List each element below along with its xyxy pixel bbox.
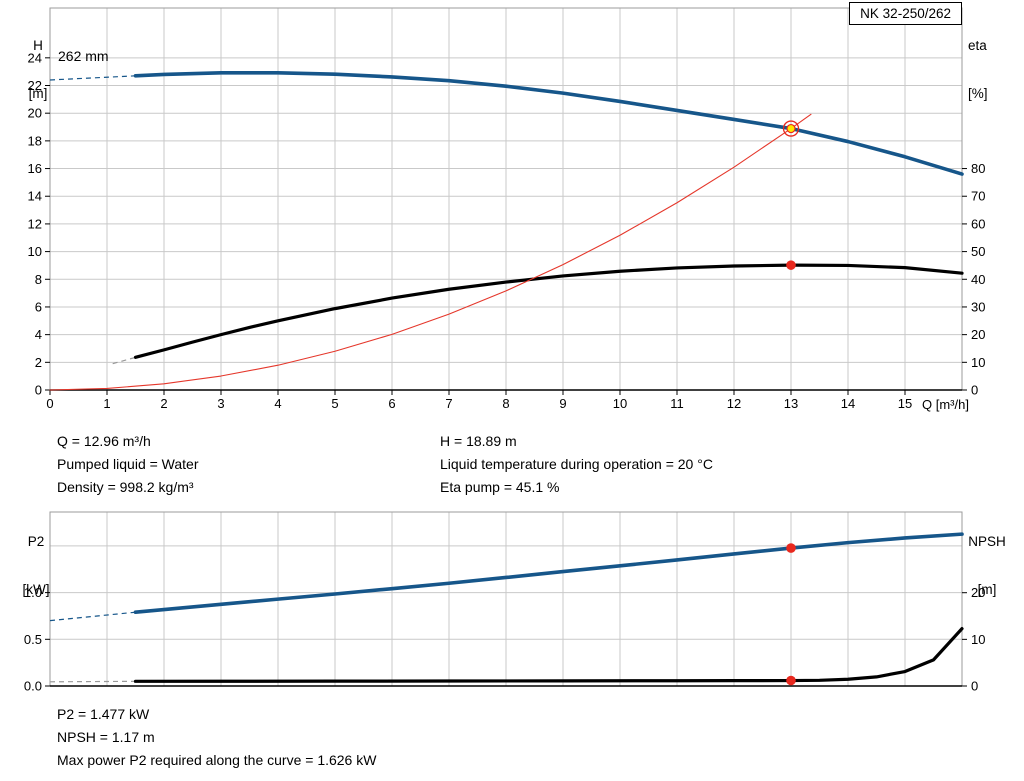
svg-text:3: 3 bbox=[217, 396, 224, 411]
svg-text:9: 9 bbox=[559, 396, 566, 411]
eta-axis-title: eta [%] bbox=[968, 6, 988, 134]
svg-text:22: 22 bbox=[28, 78, 42, 93]
svg-text:14: 14 bbox=[841, 396, 855, 411]
svg-text:30: 30 bbox=[971, 299, 985, 314]
svg-text:15: 15 bbox=[898, 396, 912, 411]
svg-text:7: 7 bbox=[445, 396, 452, 411]
svg-text:24: 24 bbox=[28, 50, 42, 65]
svg-text:14: 14 bbox=[28, 189, 42, 204]
flow-value: Q = 12.96 m³/h bbox=[57, 433, 151, 449]
head-value: H = 18.89 m bbox=[440, 433, 517, 449]
qh-efficiency-chart: 0 1 2 3 4 5 6 7 8 9 10 11 12 13 14 15024681012141618202… bbox=[28, 7, 985, 411]
h-axis-title: H [m] bbox=[20, 6, 56, 134]
svg-text:10: 10 bbox=[971, 632, 985, 647]
eta-pump-value: Eta pump = 45.1 % bbox=[440, 479, 560, 495]
svg-text:2: 2 bbox=[160, 396, 167, 411]
svg-text:60: 60 bbox=[971, 216, 985, 231]
svg-text:20: 20 bbox=[971, 585, 985, 600]
svg-text:4: 4 bbox=[274, 396, 281, 411]
operating-info-left: Q = 12.96 m³/h Pumped liquid = Water Den… bbox=[57, 430, 199, 499]
svg-text:5: 5 bbox=[331, 396, 338, 411]
svg-text:10: 10 bbox=[613, 396, 627, 411]
svg-text:13: 13 bbox=[784, 396, 798, 411]
svg-text:80: 80 bbox=[971, 161, 985, 176]
svg-text:50: 50 bbox=[971, 244, 985, 259]
svg-text:0: 0 bbox=[35, 383, 42, 398]
svg-text:10: 10 bbox=[971, 355, 985, 370]
svg-text:12: 12 bbox=[727, 396, 741, 411]
pump-model-box: NK 32-250/262 bbox=[849, 2, 962, 25]
p2-value: P2 = 1.477 kW bbox=[57, 706, 150, 722]
svg-text:10: 10 bbox=[28, 244, 42, 259]
h-axis-title-line1: H bbox=[33, 38, 43, 53]
svg-text:0: 0 bbox=[971, 679, 978, 694]
svg-text:4: 4 bbox=[35, 327, 42, 342]
npsh-value: NPSH = 1.17 m bbox=[57, 729, 155, 745]
svg-text:12: 12 bbox=[28, 216, 42, 231]
svg-text:8: 8 bbox=[502, 396, 509, 411]
impeller-diameter-label: 262 mm bbox=[58, 48, 109, 64]
svg-text:6: 6 bbox=[388, 396, 395, 411]
npsh-axis-title: NPSH [m] bbox=[964, 502, 1010, 630]
svg-text:20: 20 bbox=[971, 327, 985, 342]
svg-text:8: 8 bbox=[35, 272, 42, 287]
svg-text:0: 0 bbox=[971, 383, 978, 398]
svg-text:0.0: 0.0 bbox=[24, 679, 42, 694]
npsh-axis-title-line2: [m] bbox=[977, 582, 997, 597]
svg-text:0.5: 0.5 bbox=[24, 632, 42, 647]
pumped-liquid: Pumped liquid = Water bbox=[57, 456, 199, 472]
h-axis-title-line2: [m] bbox=[28, 86, 48, 101]
eta-axis-title-line2: [%] bbox=[968, 86, 988, 101]
eta-axis-title-line1: eta bbox=[968, 38, 987, 53]
q-axis-title: Q [m³/h] bbox=[922, 397, 969, 412]
density-value: Density = 998.2 kg/m³ bbox=[57, 479, 194, 495]
p2-axis-title-line2: [kW] bbox=[22, 582, 50, 597]
svg-text:70: 70 bbox=[971, 189, 985, 204]
liquid-temperature: Liquid temperature during operation = 20… bbox=[440, 456, 713, 472]
svg-text:20: 20 bbox=[28, 106, 42, 121]
svg-text:40: 40 bbox=[971, 272, 985, 287]
svg-text:18: 18 bbox=[28, 133, 42, 148]
bottom-info: P2 = 1.477 kW NPSH = 1.17 m Max power P2… bbox=[57, 703, 376, 772]
p2-axis-title-line1: P2 bbox=[27, 534, 45, 549]
p2-npsh-chart: 0.0 0.5 1.0 0 10 20 bbox=[24, 511, 985, 694]
svg-text:1: 1 bbox=[103, 396, 110, 411]
operating-info-right: H = 18.89 m Liquid temperature during op… bbox=[440, 430, 713, 499]
svg-text:1.0: 1.0 bbox=[24, 585, 42, 600]
svg-text:2: 2 bbox=[35, 355, 42, 370]
svg-text:6: 6 bbox=[35, 299, 42, 314]
p2-axis-title: P2 [kW] bbox=[16, 502, 56, 630]
svg-text:11: 11 bbox=[670, 396, 684, 411]
max-power-note: Max power P2 required along the curve = … bbox=[57, 752, 377, 768]
svg-text:0: 0 bbox=[46, 396, 53, 411]
svg-text:16: 16 bbox=[28, 161, 42, 176]
npsh-axis-title-line1: NPSH bbox=[968, 534, 1006, 549]
